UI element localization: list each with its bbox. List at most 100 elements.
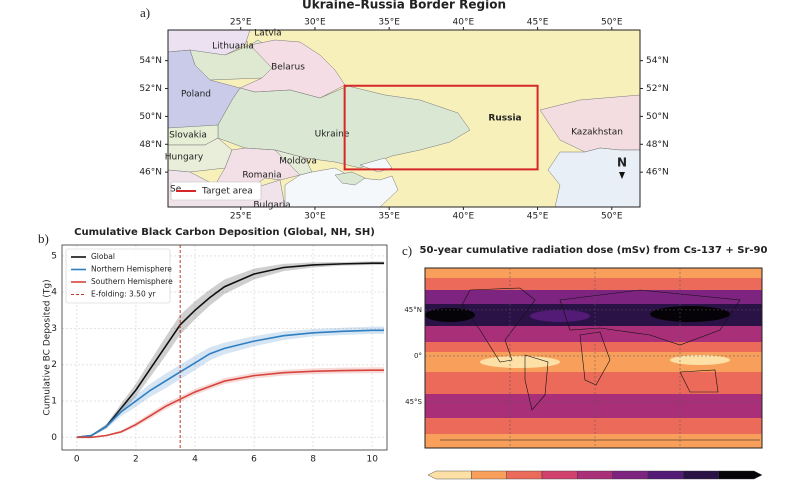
heat-band bbox=[425, 394, 762, 418]
compass-arrow bbox=[619, 172, 625, 179]
place-label: Russia bbox=[488, 114, 521, 124]
place-label: Latvia bbox=[254, 29, 281, 39]
y-tick-label: 5 bbox=[51, 251, 57, 261]
place-label: Bulgaria bbox=[253, 201, 290, 211]
heat-band bbox=[425, 268, 762, 278]
place-label: Hungary bbox=[165, 153, 204, 163]
x-tick-label: 8 bbox=[310, 455, 316, 465]
heat-band bbox=[425, 278, 762, 290]
colorbar-segment bbox=[506, 470, 543, 480]
heat-band bbox=[425, 326, 762, 342]
colorbar-segment bbox=[612, 470, 649, 480]
x-tick-label: 40°E bbox=[453, 18, 475, 28]
y-tick-label: 52°N bbox=[139, 84, 162, 94]
x-tick-label: 30°E bbox=[304, 212, 326, 222]
y-tick-label: 54°N bbox=[139, 56, 162, 66]
y-tick-label: 0° bbox=[414, 352, 422, 360]
y-tick-label: 54°N bbox=[646, 56, 669, 66]
colorbar-segment bbox=[577, 470, 613, 480]
legend-box bbox=[65, 248, 171, 304]
place-label: Slovakia bbox=[169, 131, 207, 141]
chart-title: 50-year cumulative radiation dose (mSv) … bbox=[420, 245, 768, 256]
place-label: Romania bbox=[242, 171, 281, 181]
heat-blob bbox=[530, 310, 590, 322]
colorbar-segment bbox=[427, 470, 472, 480]
heat-band bbox=[425, 372, 762, 394]
place-label: Belarus bbox=[271, 63, 305, 73]
x-tick-label: 10 bbox=[367, 455, 379, 465]
land-crimea bbox=[334, 171, 366, 186]
place-label: Kazakhstan bbox=[571, 128, 623, 138]
legend-label: Southern Hemisphere bbox=[91, 277, 173, 286]
y-tick-label: 52°N bbox=[646, 84, 669, 94]
panel-label: a) bbox=[140, 5, 150, 20]
y-tick-label: 46°N bbox=[139, 168, 162, 178]
y-tick-label: 0 bbox=[51, 433, 57, 443]
legend-label: E-folding: 3.50 yr bbox=[91, 290, 157, 299]
chart-title: Cumulative Black Carbon Deposition (Glob… bbox=[74, 227, 375, 238]
x-tick-label: 40°E bbox=[453, 212, 475, 222]
heat-band bbox=[425, 418, 762, 434]
place-label: Lithuania bbox=[212, 42, 254, 52]
x-tick-label: 50°E bbox=[601, 212, 623, 222]
heat-band bbox=[425, 434, 762, 448]
y-tick-label: 1 bbox=[51, 397, 57, 407]
heat-band bbox=[425, 342, 762, 352]
x-tick-label: 25°E bbox=[230, 18, 252, 28]
series-line bbox=[76, 262, 385, 439]
x-tick-label: 35°E bbox=[378, 18, 400, 28]
colorbar-segment bbox=[541, 470, 578, 480]
x-tick-label: 50°E bbox=[601, 18, 623, 28]
x-tick-label: 4 bbox=[192, 455, 198, 465]
y-tick-label: 2 bbox=[51, 360, 57, 370]
panel-label: c) bbox=[402, 243, 412, 258]
y-tick-label: 48°N bbox=[139, 140, 162, 150]
y-tick-label: 46°N bbox=[646, 168, 669, 178]
heat-blob bbox=[650, 306, 730, 322]
series-line bbox=[76, 329, 385, 439]
y-tick-label: 45°S bbox=[405, 398, 422, 406]
legend-box bbox=[170, 181, 262, 201]
error-band bbox=[76, 367, 385, 438]
colorbar-segment bbox=[647, 470, 684, 480]
place-label: Ukraine bbox=[315, 130, 350, 140]
colorbar-segment bbox=[683, 470, 719, 480]
map-a bbox=[167, 29, 641, 208]
colorbar-segment bbox=[718, 470, 763, 480]
y-tick-label: 3 bbox=[51, 324, 57, 334]
map-frame bbox=[167, 29, 641, 208]
y-tick-label: 4 bbox=[51, 288, 57, 298]
x-tick-label: 30°E bbox=[304, 18, 326, 28]
heat-blob bbox=[425, 308, 475, 322]
place-label: Moldova bbox=[279, 157, 317, 167]
target-box bbox=[343, 84, 539, 171]
y-tick-label: 50°N bbox=[646, 112, 669, 122]
legend-label: Target area bbox=[201, 187, 253, 197]
map-frame bbox=[424, 267, 763, 449]
compass-label: N bbox=[617, 156, 627, 170]
y-tick-label: 45°N bbox=[404, 306, 422, 314]
legend-label: Global bbox=[91, 252, 115, 261]
panel-label: b) bbox=[38, 231, 49, 246]
y-axis-label: Cumulative BC Deposited (Tg) bbox=[43, 279, 53, 415]
chart-title: Ukraine–Russia Border Region bbox=[302, 0, 506, 12]
heat-blob bbox=[670, 355, 730, 365]
x-tick-label: 6 bbox=[251, 455, 257, 465]
x-tick-label: 45°E bbox=[527, 18, 549, 28]
y-tick-label: 48°N bbox=[646, 140, 669, 150]
map-c bbox=[424, 267, 763, 449]
series-line bbox=[76, 369, 385, 439]
coastline bbox=[440, 287, 760, 441]
legend-label: Northern Hemisphere bbox=[91, 265, 172, 274]
y-tick-label: 50°N bbox=[139, 112, 162, 122]
x-tick-label: 25°E bbox=[230, 212, 252, 222]
place-label: Se bbox=[170, 185, 182, 195]
heat-blob bbox=[480, 356, 560, 368]
plot-frame bbox=[61, 244, 388, 451]
x-tick-label: 0 bbox=[74, 455, 80, 465]
place-label: Poland bbox=[181, 90, 211, 100]
colorbar-segment bbox=[471, 470, 507, 480]
x-tick-label: 2 bbox=[133, 455, 139, 465]
x-tick-label: 45°E bbox=[527, 212, 549, 222]
